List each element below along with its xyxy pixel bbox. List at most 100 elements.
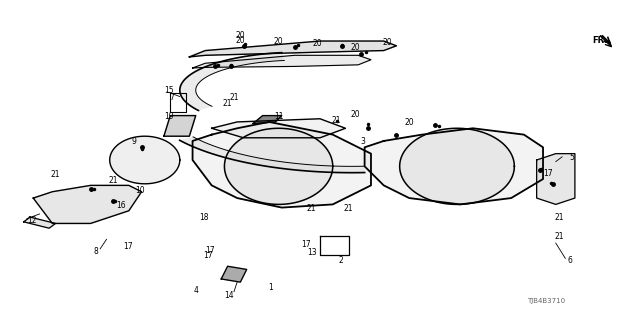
Text: 3: 3 [360,137,365,146]
Polygon shape [205,66,220,72]
Polygon shape [194,72,209,76]
Polygon shape [279,52,284,60]
Polygon shape [225,60,237,67]
Polygon shape [182,97,199,99]
Polygon shape [190,74,205,78]
Polygon shape [264,54,271,61]
Polygon shape [193,55,371,68]
Polygon shape [299,164,307,171]
Polygon shape [229,59,241,66]
Polygon shape [181,83,198,85]
Text: 21: 21 [51,170,60,179]
Polygon shape [215,150,228,156]
Polygon shape [183,97,200,100]
Polygon shape [239,156,250,162]
Polygon shape [187,100,203,104]
Text: 11: 11 [274,112,284,121]
Polygon shape [317,165,323,172]
Polygon shape [250,55,259,63]
Polygon shape [321,165,326,172]
Text: 7: 7 [170,93,175,102]
Polygon shape [180,90,196,91]
Polygon shape [185,99,201,102]
Polygon shape [224,152,236,158]
Polygon shape [346,166,350,173]
Text: 17: 17 [543,169,553,178]
Polygon shape [357,166,361,173]
Polygon shape [190,141,205,147]
Polygon shape [248,157,259,164]
Polygon shape [253,55,262,62]
Polygon shape [230,154,242,159]
Text: 21: 21 [108,176,118,185]
Polygon shape [213,63,227,69]
Polygon shape [189,41,396,57]
Polygon shape [236,155,248,161]
Polygon shape [212,149,226,155]
Polygon shape [220,61,232,68]
Polygon shape [180,92,196,94]
Text: 14: 14 [225,291,234,300]
Polygon shape [202,146,216,151]
Polygon shape [232,154,244,160]
Polygon shape [184,139,199,143]
Polygon shape [261,160,271,166]
Polygon shape [195,71,211,76]
Polygon shape [200,145,214,150]
Text: 9: 9 [131,137,136,146]
Polygon shape [33,185,141,223]
Polygon shape [221,266,246,282]
Polygon shape [292,164,300,170]
Polygon shape [360,166,365,172]
Polygon shape [244,56,255,63]
Polygon shape [324,166,330,172]
Polygon shape [270,53,276,61]
Polygon shape [261,54,269,62]
Text: 21: 21 [229,93,239,102]
Polygon shape [186,140,201,144]
Polygon shape [189,102,205,106]
Polygon shape [281,163,290,169]
Text: 12: 12 [28,216,36,225]
Polygon shape [180,87,196,88]
Polygon shape [198,69,213,74]
Polygon shape [180,88,196,89]
Polygon shape [212,119,346,138]
Polygon shape [210,148,223,154]
Text: 19: 19 [164,112,174,121]
Text: 6: 6 [568,256,573,265]
Polygon shape [271,161,280,167]
Polygon shape [400,128,515,204]
Polygon shape [197,70,212,75]
Text: 13: 13 [308,248,317,257]
Polygon shape [237,57,248,65]
Polygon shape [190,102,206,107]
Polygon shape [310,165,316,172]
Polygon shape [181,84,197,86]
Polygon shape [187,77,202,80]
Polygon shape [180,89,196,90]
Polygon shape [218,151,231,156]
Text: TJB4B3710: TJB4B3710 [527,298,565,304]
Polygon shape [288,163,296,170]
Polygon shape [109,136,180,184]
Polygon shape [191,103,207,107]
Polygon shape [204,67,218,72]
Polygon shape [332,166,337,172]
Polygon shape [216,63,228,69]
Polygon shape [202,68,216,73]
Polygon shape [188,141,203,146]
Polygon shape [365,128,543,204]
Polygon shape [185,78,201,82]
Text: 21: 21 [307,204,316,213]
Text: 4: 4 [193,285,198,295]
Polygon shape [254,159,265,165]
Polygon shape [278,162,287,168]
Polygon shape [251,158,262,164]
Polygon shape [258,159,268,165]
Polygon shape [295,164,303,170]
Polygon shape [182,96,198,98]
Polygon shape [313,165,319,172]
Polygon shape [197,106,212,111]
Text: 16: 16 [116,201,126,210]
